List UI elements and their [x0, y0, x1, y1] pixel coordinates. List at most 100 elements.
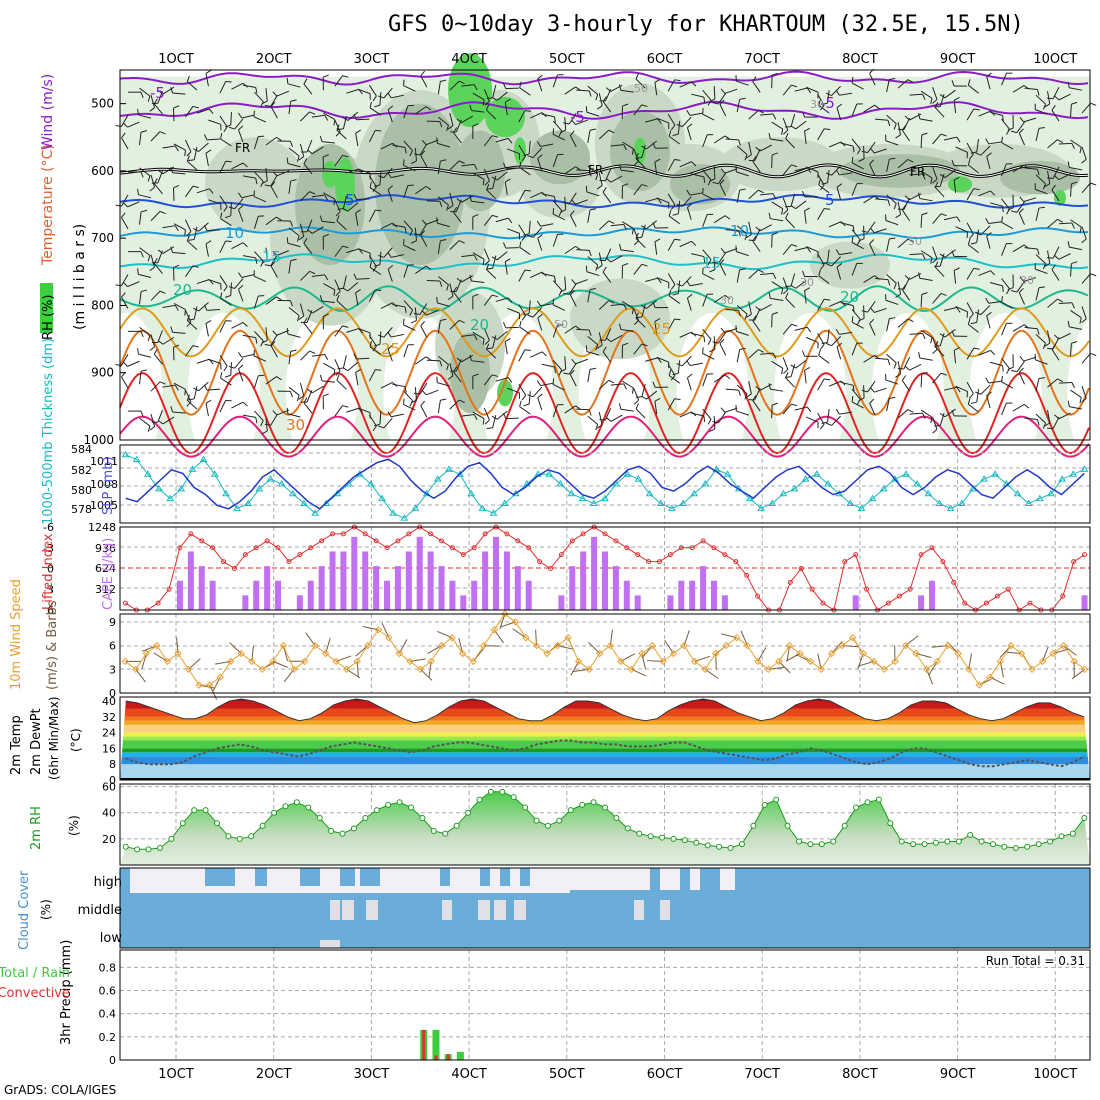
wind-barb: [968, 244, 979, 254]
wind-barb: [495, 297, 509, 302]
wind-barb-flag: [1057, 378, 1063, 383]
lifted-index-marker: [656, 559, 662, 565]
wind-barb: [569, 374, 577, 387]
wind-barb-flag: [159, 290, 166, 294]
wind-barb-flag: [851, 316, 854, 323]
wind-barb-flag: [303, 237, 308, 244]
wind-barb-flag: [720, 247, 726, 254]
wind-barb: [654, 321, 658, 335]
wind-barb-flag: [901, 284, 907, 290]
wind-barb-flag: [672, 372, 679, 376]
ytick-rh: 20: [102, 833, 116, 846]
wind-barb: [633, 148, 640, 162]
thickness-marker: [121, 450, 130, 458]
ytick-li: -3: [43, 542, 54, 555]
wind-barb-flag: [342, 367, 349, 372]
wind-barb-flag: [335, 211, 341, 217]
wind-barb: [380, 382, 393, 389]
wind-barb: [869, 323, 876, 336]
wind-barb-flag: [473, 414, 478, 421]
wind-barb: [1012, 244, 1025, 253]
lifted-index-marker: [983, 600, 989, 606]
wind-barb: [449, 240, 460, 250]
wind-barb: [576, 328, 590, 331]
wind-speed-marker: [374, 626, 383, 634]
wind-speed-marker: [922, 665, 931, 674]
wind-barb-flag: [492, 135, 499, 138]
wind-barb: [380, 302, 393, 309]
wind-barb: [1018, 372, 1025, 385]
wind-barb-flag: [1067, 161, 1070, 168]
wind-barb: [303, 243, 313, 254]
wind-barb-flag: [1038, 206, 1045, 209]
wind-barb: [782, 244, 792, 255]
rh-50-shade: [570, 278, 670, 360]
isotherm-label: 15: [702, 254, 721, 272]
ytick-precip: 0: [109, 1054, 116, 1067]
cape-bar: [384, 580, 391, 610]
cape-bar: [318, 566, 325, 610]
wind-barb: [667, 318, 675, 331]
wind-barb: [564, 325, 576, 334]
wind-barb-flag: [173, 344, 180, 348]
wind-barb-flag: [149, 426, 155, 431]
wind-barb: [321, 220, 335, 224]
isotherm-label: 20: [173, 281, 192, 299]
wind-barb-flag: [439, 360, 443, 367]
wind-barb: [598, 379, 610, 390]
wind-barb-flag: [521, 315, 527, 321]
wind-barb: [173, 382, 186, 390]
thickness-marker: [801, 475, 810, 482]
wind-barb: [287, 242, 301, 248]
wind-barb: [355, 292, 359, 306]
date-label-top: 2OCT: [256, 52, 292, 67]
thickness-marker: [991, 470, 1000, 477]
thickness-marker: [779, 489, 788, 497]
wind-barb-flag: [223, 206, 228, 212]
wind-barb-flag: [641, 304, 647, 309]
wind-barb-flag: [622, 263, 629, 267]
wind-barb: [754, 228, 761, 241]
wind-barb-flag: [1018, 287, 1024, 293]
wind-barb: [518, 224, 527, 237]
isotherm-35: [119, 415, 1090, 458]
wind-barb-flag: [652, 381, 656, 388]
wind-barb: [1001, 357, 1010, 369]
wind-barb-flag: [369, 101, 372, 108]
wind-barb-flag: [303, 397, 308, 404]
rh-legend-label: RH (%): [41, 295, 56, 340]
wind-barb: [208, 358, 221, 364]
wind-barb-flag: [785, 292, 789, 299]
wind-speed-marker: [1007, 641, 1015, 650]
wind-speed-marker: [469, 657, 477, 666]
wind-barb: [863, 275, 875, 283]
wind-barb-flag: [560, 368, 566, 373]
wind-barb: [725, 308, 739, 311]
wind-barb: [752, 160, 761, 173]
wind-barb-flag: [1079, 317, 1082, 324]
wind-barb: [575, 199, 588, 205]
isotherm-label: 5: [825, 191, 835, 209]
wind-barb: [205, 403, 209, 417]
wind-barb: [426, 389, 439, 396]
wind-barb-flag: [772, 193, 777, 200]
wind-barb: [575, 358, 588, 365]
wind-barb: [530, 271, 543, 278]
wind-barb: [986, 235, 991, 249]
wind-barb: [532, 307, 543, 318]
wind-barb: [575, 279, 588, 285]
wind-barb-flag: [1071, 382, 1075, 389]
wind-barb-flag: [804, 287, 811, 291]
rh-marker: [1047, 838, 1054, 845]
wind-barb: [748, 110, 759, 120]
wind-barb: [1001, 278, 1010, 290]
wind-barb: [1024, 326, 1038, 330]
cape-bar: [427, 551, 434, 610]
wind-barb: [1070, 343, 1072, 357]
wind-barb-flag: [932, 258, 938, 264]
wind-speed-marker: [743, 641, 752, 650]
wind-barb-flag: [1081, 398, 1087, 403]
wind-barb-flag: [456, 357, 462, 363]
wind-barb: [564, 276, 567, 290]
wind-barb: [121, 274, 129, 287]
